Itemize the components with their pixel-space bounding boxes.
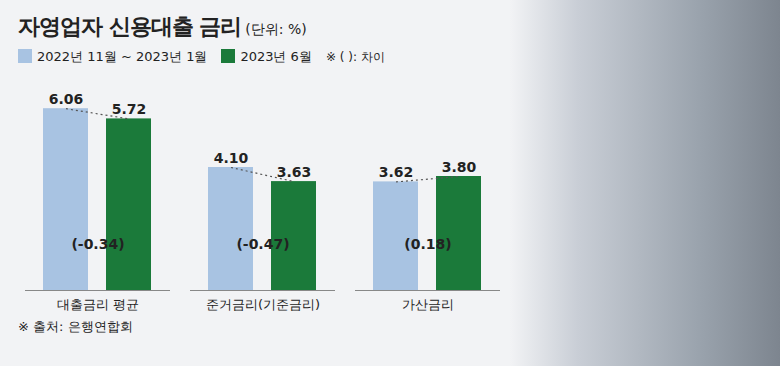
- html-text:자영업자 신용대출 금리(단위: %): 자영업자 신용대출 금리(단위: %): [18, 14, 307, 39]
- svg-text:대출금리 평균: 대출금리 평균: [57, 297, 139, 312]
- svg-text:가산금리: 가산금리: [402, 297, 454, 312]
- svg-text:(-0.47): (-0.47): [236, 236, 289, 252]
- svg-text:(-0.34): (-0.34): [71, 236, 124, 252]
- svg-text:4.10: 4.10: [214, 150, 249, 166]
- html-text:2023년 6월: 2023년 6월: [240, 49, 312, 64]
- html-text:2022년 11월 ~ 2023년 1월: 2022년 11월 ~ 2023년 1월: [37, 49, 208, 64]
- html-text:※ ( ): 차이: ※ ( ): 차이: [325, 49, 385, 64]
- svg-text:(0.18): (0.18): [404, 236, 451, 252]
- svg-text:3.62: 3.62: [379, 164, 414, 180]
- svg-text:3.63: 3.63: [277, 164, 312, 180]
- svg-text:5.72: 5.72: [112, 101, 147, 117]
- svg-text:6.06: 6.06: [49, 91, 84, 107]
- svg-text:3.80: 3.80: [442, 159, 477, 175]
- html-text:※ 출처: 은행연합회: ※ 출처: 은행연합회: [18, 319, 133, 334]
- svg-text:준거금리(기준금리): 준거금리(기준금리): [206, 297, 320, 312]
